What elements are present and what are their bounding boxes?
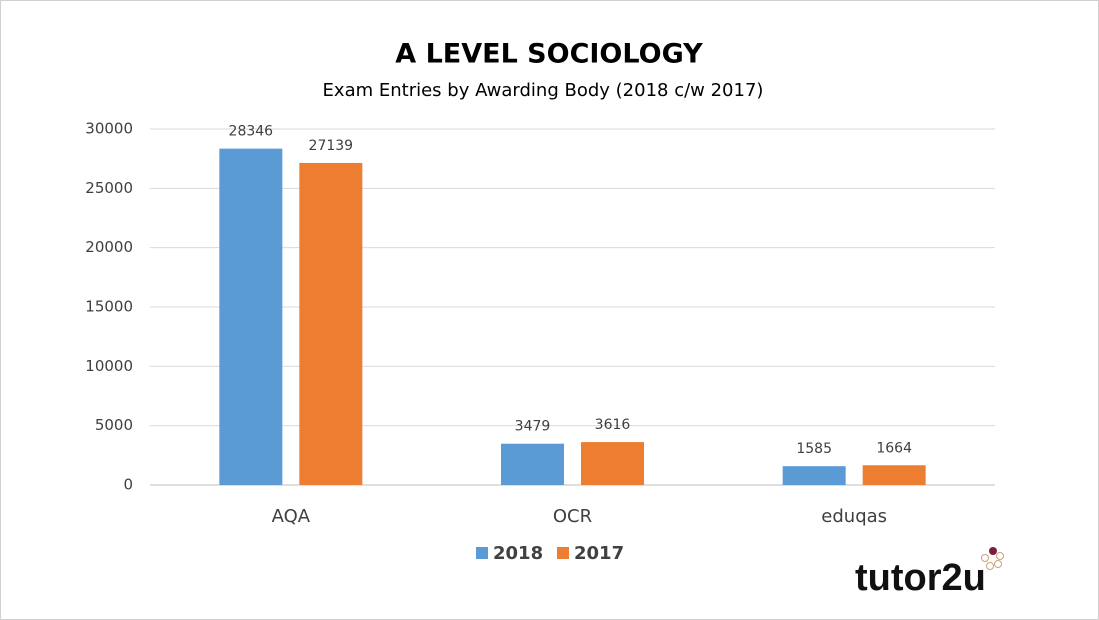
y-tick-label: 0 [123, 476, 133, 494]
data-label: 1664 [876, 440, 912, 456]
data-label: 1585 [796, 441, 832, 457]
y-tick-label: 15000 [85, 298, 133, 316]
bar [581, 442, 644, 485]
legend-swatch [476, 547, 488, 559]
x-tick-label: OCR [553, 506, 592, 527]
bar [782, 466, 846, 485]
data-label: 27139 [309, 138, 354, 154]
data-label: 3479 [515, 419, 551, 435]
legend-label: 2018 [493, 543, 543, 564]
logo: tutor2u [855, 557, 986, 599]
x-tick-label: AQA [272, 506, 311, 527]
bar [501, 443, 564, 485]
y-tick-label: 10000 [85, 357, 133, 375]
x-tick-label: eduqas [821, 506, 887, 527]
chart-subtitle: Exam Entries by Awarding Body (2018 c/w … [323, 80, 764, 101]
y-tick-label: 30000 [85, 120, 133, 138]
data-label: 28346 [229, 124, 274, 140]
bar [219, 148, 283, 485]
chart-title: A LEVEL SOCIOLOGY [395, 39, 703, 70]
logo-flower [981, 547, 1004, 570]
bar [862, 465, 926, 485]
y-tick-label: 25000 [85, 179, 133, 197]
y-tick-label: 20000 [85, 238, 133, 256]
data-label: 3616 [595, 417, 631, 433]
y-tick-label: 5000 [95, 416, 133, 434]
legend-swatch [557, 547, 569, 559]
legend-label: 2017 [574, 543, 624, 564]
bar [299, 162, 363, 485]
